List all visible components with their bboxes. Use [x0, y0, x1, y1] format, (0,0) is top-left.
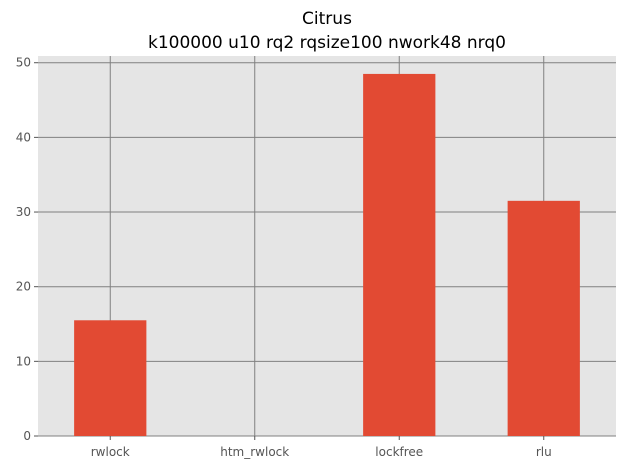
- x-tick-label: rwlock: [91, 445, 130, 459]
- x-tick-label: htm_rwlock: [220, 445, 289, 459]
- chart-subtitle: k100000 u10 rq2 rqsize100 nwork48 nrq0: [148, 33, 506, 53]
- x-tick-label: lockfree: [375, 445, 423, 459]
- y-tick-label: 30: [16, 205, 31, 219]
- y-tick-label: 20: [16, 280, 31, 294]
- x-axis-ticks: rwlock htm_rwlock lockfree rlu: [91, 436, 552, 459]
- y-axis-ticks: 0 10 20 30 40 50: [16, 56, 38, 443]
- y-tick-label: 40: [16, 130, 31, 144]
- y-tick-label: 10: [16, 354, 31, 368]
- y-tick-label: 0: [23, 429, 31, 443]
- bar-rwlock: [74, 320, 147, 436]
- chart-title: Citrus: [302, 9, 352, 29]
- bar-rlu: [507, 200, 580, 436]
- x-tick-label: rlu: [536, 445, 552, 459]
- bar-lockfree: [363, 73, 436, 437]
- bars: [74, 73, 580, 437]
- y-tick-label: 50: [16, 56, 31, 70]
